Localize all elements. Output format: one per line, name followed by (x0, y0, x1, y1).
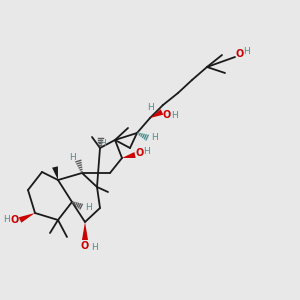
Text: H: H (147, 103, 153, 112)
Text: H: H (91, 242, 98, 251)
Text: H: H (152, 134, 158, 142)
Text: H: H (69, 154, 75, 163)
Text: O: O (136, 148, 144, 158)
Polygon shape (150, 109, 163, 118)
Text: O: O (11, 215, 19, 225)
Text: O: O (236, 49, 244, 59)
Text: H: H (244, 47, 250, 56)
Text: H: H (144, 148, 150, 157)
Polygon shape (122, 152, 136, 158)
Polygon shape (19, 213, 35, 223)
Text: O: O (81, 241, 89, 251)
Polygon shape (82, 222, 88, 240)
Text: H: H (171, 112, 177, 121)
Text: O: O (163, 110, 171, 120)
Polygon shape (52, 166, 58, 180)
Text: H: H (85, 202, 92, 211)
Text: H: H (4, 214, 11, 224)
Text: H: H (99, 139, 105, 148)
